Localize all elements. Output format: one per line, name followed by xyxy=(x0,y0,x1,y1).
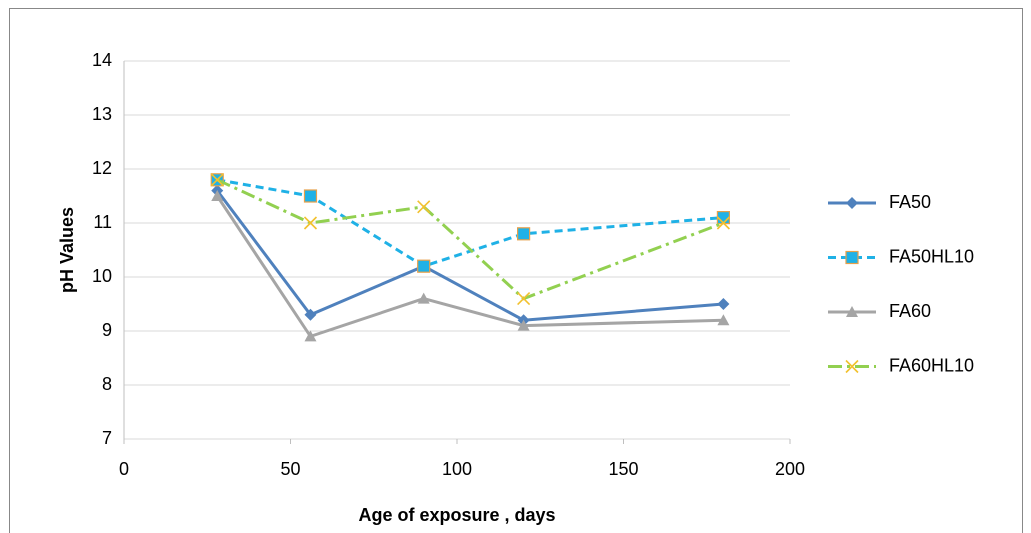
series-line xyxy=(215,195,724,339)
marker xyxy=(304,330,317,342)
marker xyxy=(517,319,530,331)
y-axis-title: pH Values xyxy=(57,207,77,293)
marker xyxy=(417,200,431,214)
marker xyxy=(210,173,224,187)
y-tick-label: 13 xyxy=(92,104,112,124)
x-tick-label: 0 xyxy=(119,459,129,479)
legend-label: FA50HL10 xyxy=(889,246,974,266)
x-tick-label: 50 xyxy=(280,459,300,479)
series-line xyxy=(216,189,724,322)
marker xyxy=(717,314,730,326)
marker xyxy=(716,211,731,225)
series-line xyxy=(216,178,724,301)
y-tick-label: 10 xyxy=(92,266,112,286)
marker xyxy=(417,259,431,273)
legend-marker xyxy=(846,306,858,317)
legend-marker xyxy=(846,197,858,209)
y-tick-label: 9 xyxy=(102,320,112,340)
marker xyxy=(304,308,317,321)
marker xyxy=(211,190,224,201)
y-tick-label: 7 xyxy=(102,428,112,448)
legend-marker xyxy=(845,250,859,265)
marker xyxy=(417,292,430,304)
y-tick-label: 12 xyxy=(92,158,112,178)
y-tick-label: 14 xyxy=(92,50,112,70)
legend-label: FA60HL10 xyxy=(889,355,974,375)
legend-marker xyxy=(845,359,859,374)
legend-label: FA50 xyxy=(889,192,931,212)
x-axis-title: Age of exposure , days xyxy=(358,505,555,525)
marker xyxy=(717,298,730,310)
x-tick-label: 100 xyxy=(442,459,472,479)
marker xyxy=(516,227,531,241)
x-tick-label: 150 xyxy=(608,459,638,479)
y-tick-label: 8 xyxy=(102,374,112,394)
marker xyxy=(517,292,531,306)
marker xyxy=(303,216,318,230)
marker xyxy=(716,216,730,230)
y-tick-label: 11 xyxy=(93,212,112,232)
marker xyxy=(303,189,318,203)
x-tick-label: 200 xyxy=(775,459,805,479)
chart-frame xyxy=(9,8,1023,533)
legend-label: FA60 xyxy=(889,301,931,321)
